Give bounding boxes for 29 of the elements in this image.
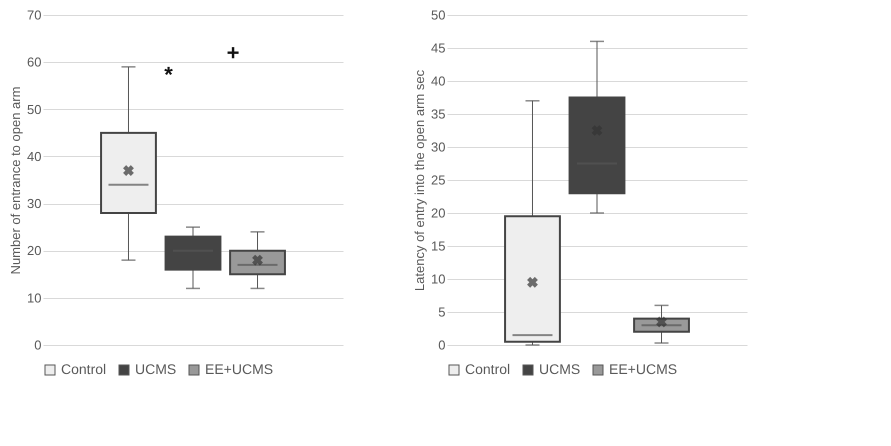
y-tick-label: 40: [27, 148, 42, 164]
y-axis-title: Latency of entry into the open arm sec: [412, 69, 428, 292]
legend-label: Control: [61, 361, 106, 377]
y-tick-label: 10: [27, 290, 42, 306]
y-tick-label: 30: [27, 196, 42, 212]
y-tick-label: 20: [27, 243, 42, 258]
y-tick-label: 5: [438, 304, 446, 320]
y-axis-title: Number of entrance to open arm: [8, 86, 24, 274]
legend-label: EE+UCMS: [205, 361, 274, 377]
y-tick-label: 10: [431, 272, 446, 286]
y-tick-label: 70: [27, 8, 42, 22]
annotation: +: [226, 40, 240, 65]
legend-label: EE+UCMS: [609, 361, 678, 377]
y-tick-label: 40: [431, 74, 446, 88]
y-tick-label: 35: [431, 106, 446, 122]
legend-label: UCMS: [539, 361, 580, 377]
annotation: *: [164, 62, 174, 87]
legend-label: Control: [465, 361, 510, 377]
y-tick-label: 50: [431, 8, 446, 22]
y-tick-label: 60: [27, 54, 42, 70]
y-tick-label: 20: [431, 206, 446, 220]
legend-label: UCMS: [135, 361, 176, 377]
y-tick-label: 30: [431, 140, 446, 154]
y-tick-label: 50: [27, 102, 42, 117]
y-tick-label: 45: [431, 40, 446, 56]
y-tick-label: 15: [431, 238, 446, 254]
y-tick-label: 25: [431, 172, 446, 188]
y-tick-label: 0: [34, 338, 42, 352]
y-tick-label: 0: [438, 338, 446, 352]
